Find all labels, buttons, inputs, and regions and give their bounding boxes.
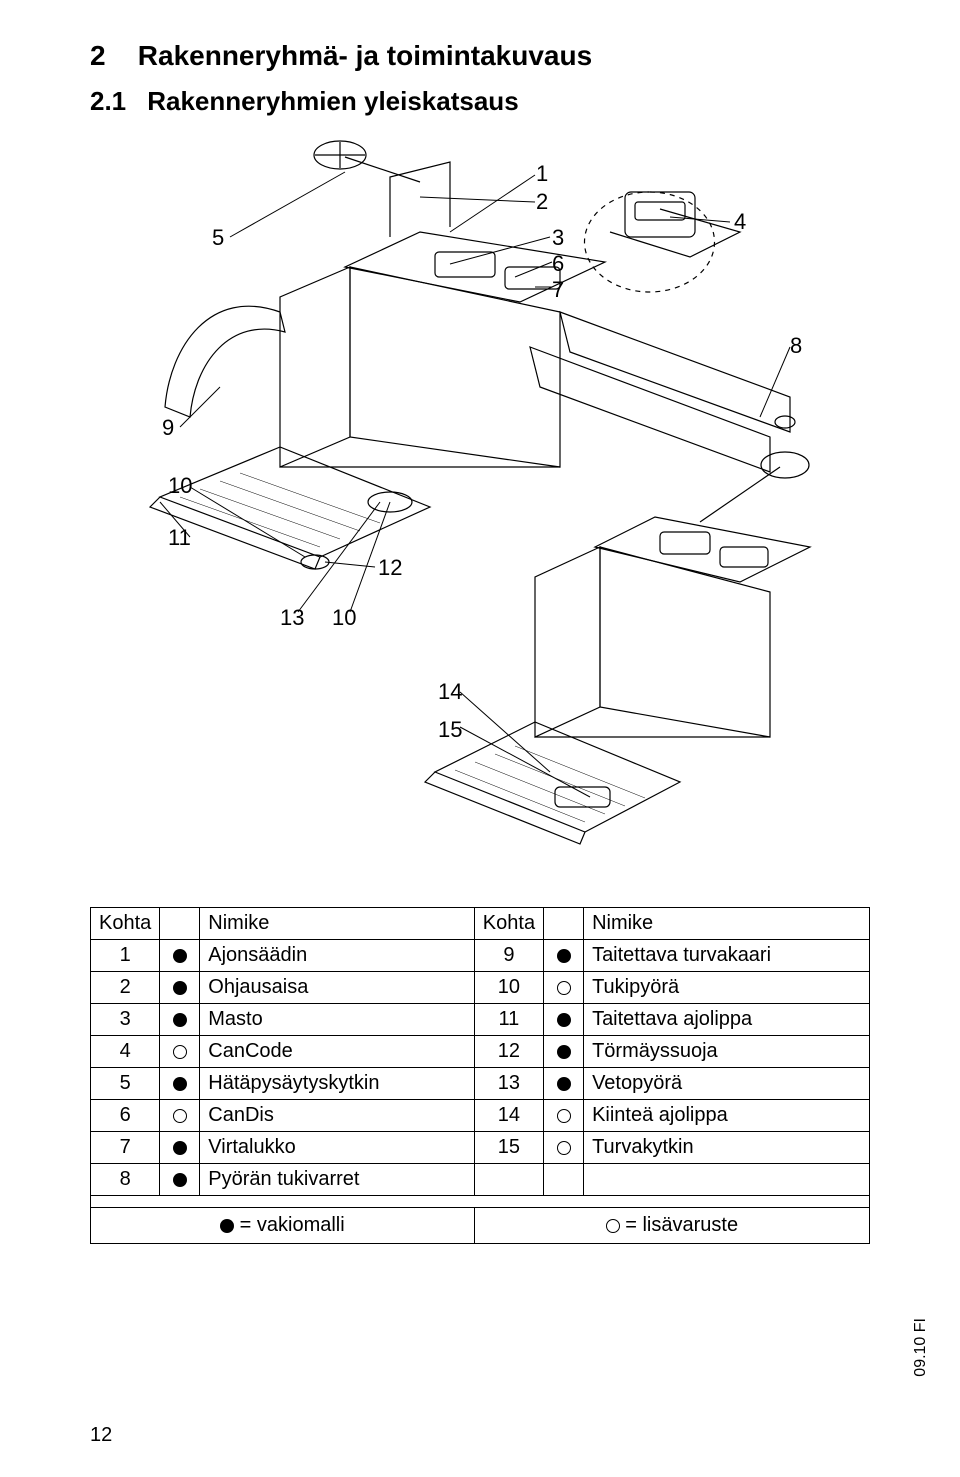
callout-6: 6 — [552, 251, 564, 277]
dot-icon — [220, 1219, 234, 1233]
cell-rsym — [544, 1164, 584, 1196]
cell-lnum: 7 — [91, 1132, 160, 1164]
callout-11: 11 — [168, 525, 191, 551]
cell-lnum: 5 — [91, 1068, 160, 1100]
callout-10b: 10 — [332, 605, 356, 631]
cell-rnum: 9 — [474, 940, 543, 972]
table-row: 6 CanDis14 Kiinteä ajolippa — [91, 1100, 870, 1132]
cell-lsym — [160, 1132, 200, 1164]
cell-rnum: 10 — [474, 972, 543, 1004]
section-number: 2 — [90, 40, 130, 72]
cell-rname: Tukipyörä — [584, 972, 870, 1004]
table-row: 5 Hätäpysäytyskytkin13 Vetopyörä — [91, 1068, 870, 1100]
cell-rnum: 15 — [474, 1132, 543, 1164]
cell-rname: Taitettava turvakaari — [584, 940, 870, 972]
section-title: Rakenneryhmä- ja toimintakuvaus — [138, 40, 592, 71]
cell-rnum: 13 — [474, 1068, 543, 1100]
col-nimike-r: Nimike — [584, 908, 870, 940]
page-number: 12 — [90, 1424, 112, 1447]
col-kohta-l: Kohta — [91, 908, 160, 940]
page-footer: 12 — [90, 1424, 900, 1447]
callout-15: 15 — [438, 717, 462, 743]
col-sym-l — [160, 908, 200, 940]
col-nimike-l: Nimike — [200, 908, 475, 940]
cell-rname: Taitettava ajolippa — [584, 1004, 870, 1036]
table-row: 1 Ajonsäädin9 Taitettava turvakaari — [91, 940, 870, 972]
legend-opt: = lisävaruste — [625, 1214, 738, 1236]
cell-lnum: 1 — [91, 940, 160, 972]
callout-10a: 10 — [168, 473, 192, 499]
cell-lname: Ohjausaisa — [200, 972, 475, 1004]
cell-lnum: 4 — [91, 1036, 160, 1068]
forklift-diagram — [90, 137, 870, 897]
callout-9: 9 — [162, 415, 174, 441]
legend-row: = vakiomalli = lisävaruste — [91, 1208, 870, 1244]
callout-12: 12 — [378, 555, 402, 581]
table-header-row: Kohta Nimike Kohta Nimike — [91, 908, 870, 940]
cell-rnum — [474, 1164, 543, 1196]
subsection-title: Rakenneryhmien yleiskatsaus — [147, 86, 518, 116]
table-row: 8 Pyörän tukivarret — [91, 1164, 870, 1196]
col-kohta-r: Kohta — [474, 908, 543, 940]
cell-lsym — [160, 1100, 200, 1132]
cell-lname: Masto — [200, 1004, 475, 1036]
table-row: 2 Ohjausaisa10 Tukipyörä — [91, 972, 870, 1004]
cell-rsym — [544, 1132, 584, 1164]
cell-lnum: 3 — [91, 1004, 160, 1036]
cell-rname: Kiinteä ajolippa — [584, 1100, 870, 1132]
side-code: 09.10 FI — [912, 1318, 930, 1377]
col-sym-r — [544, 908, 584, 940]
cell-lname: CanDis — [200, 1100, 475, 1132]
cell-rsym — [544, 940, 584, 972]
callout-3: 3 — [552, 225, 564, 251]
cell-lnum: 8 — [91, 1164, 160, 1196]
cell-lnum: 2 — [91, 972, 160, 1004]
parts-table: Kohta Nimike Kohta Nimike 1 Ajonsäädin9 Ta… — [90, 907, 870, 1244]
cell-rnum: 12 — [474, 1036, 543, 1068]
subsection-number: 2.1 — [90, 86, 140, 117]
callout-13: 13 — [280, 605, 304, 631]
callout-1: 1 — [536, 161, 548, 187]
cell-rname: Törmäyssuoja — [584, 1036, 870, 1068]
cell-rsym — [544, 1036, 584, 1068]
page: 2 Rakenneryhmä- ja toimintakuvaus 2.1 Ra… — [0, 0, 960, 1477]
subsection-heading: 2.1 Rakenneryhmien yleiskatsaus — [90, 86, 870, 117]
table-body: 1 Ajonsäädin9 Taitettava turvakaari 2 Ohjaus… — [91, 940, 870, 1196]
callout-4: 4 — [734, 209, 746, 235]
cell-lsym — [160, 1164, 200, 1196]
cell-rsym — [544, 972, 584, 1004]
cell-lsym — [160, 1068, 200, 1100]
cell-lname: Ajonsäädin — [200, 940, 475, 972]
cell-lname: CanCode — [200, 1036, 475, 1068]
cell-rname: Turvakytkin — [584, 1132, 870, 1164]
callout-14: 14 — [438, 679, 462, 705]
table-row: 7 Virtalukko15 Turvakytkin — [91, 1132, 870, 1164]
cell-rsym — [544, 1068, 584, 1100]
callout-2: 2 — [536, 189, 548, 215]
cell-rnum: 11 — [474, 1004, 543, 1036]
cell-rname — [584, 1164, 870, 1196]
cell-lsym — [160, 940, 200, 972]
cell-lsym — [160, 1036, 200, 1068]
cell-rname: Vetopyörä — [584, 1068, 870, 1100]
callout-7: 7 — [552, 277, 564, 303]
callout-5: 5 — [212, 225, 224, 251]
cell-lname: Pyörän tukivarret — [200, 1164, 475, 1196]
cell-rsym — [544, 1100, 584, 1132]
table-spacer-row — [91, 1196, 870, 1208]
cell-lnum: 6 — [91, 1100, 160, 1132]
cell-lsym — [160, 1004, 200, 1036]
callout-8: 8 — [790, 333, 802, 359]
cell-rsym — [544, 1004, 584, 1036]
circle-icon — [606, 1219, 620, 1233]
table-row: 4 CanCode12 Törmäyssuoja — [91, 1036, 870, 1068]
cell-lsym — [160, 972, 200, 1004]
cell-lname: Virtalukko — [200, 1132, 475, 1164]
section-heading: 2 Rakenneryhmä- ja toimintakuvaus — [90, 40, 870, 72]
cell-lname: Hätäpysäytyskytkin — [200, 1068, 475, 1100]
table-row: 3 Masto11 Taitettava ajolippa — [91, 1004, 870, 1036]
legend-std: = vakiomalli — [240, 1214, 345, 1236]
overview-figure: 1 2 3 6 7 5 4 8 9 10 11 12 13 10 14 15 — [90, 137, 870, 897]
cell-rnum: 14 — [474, 1100, 543, 1132]
